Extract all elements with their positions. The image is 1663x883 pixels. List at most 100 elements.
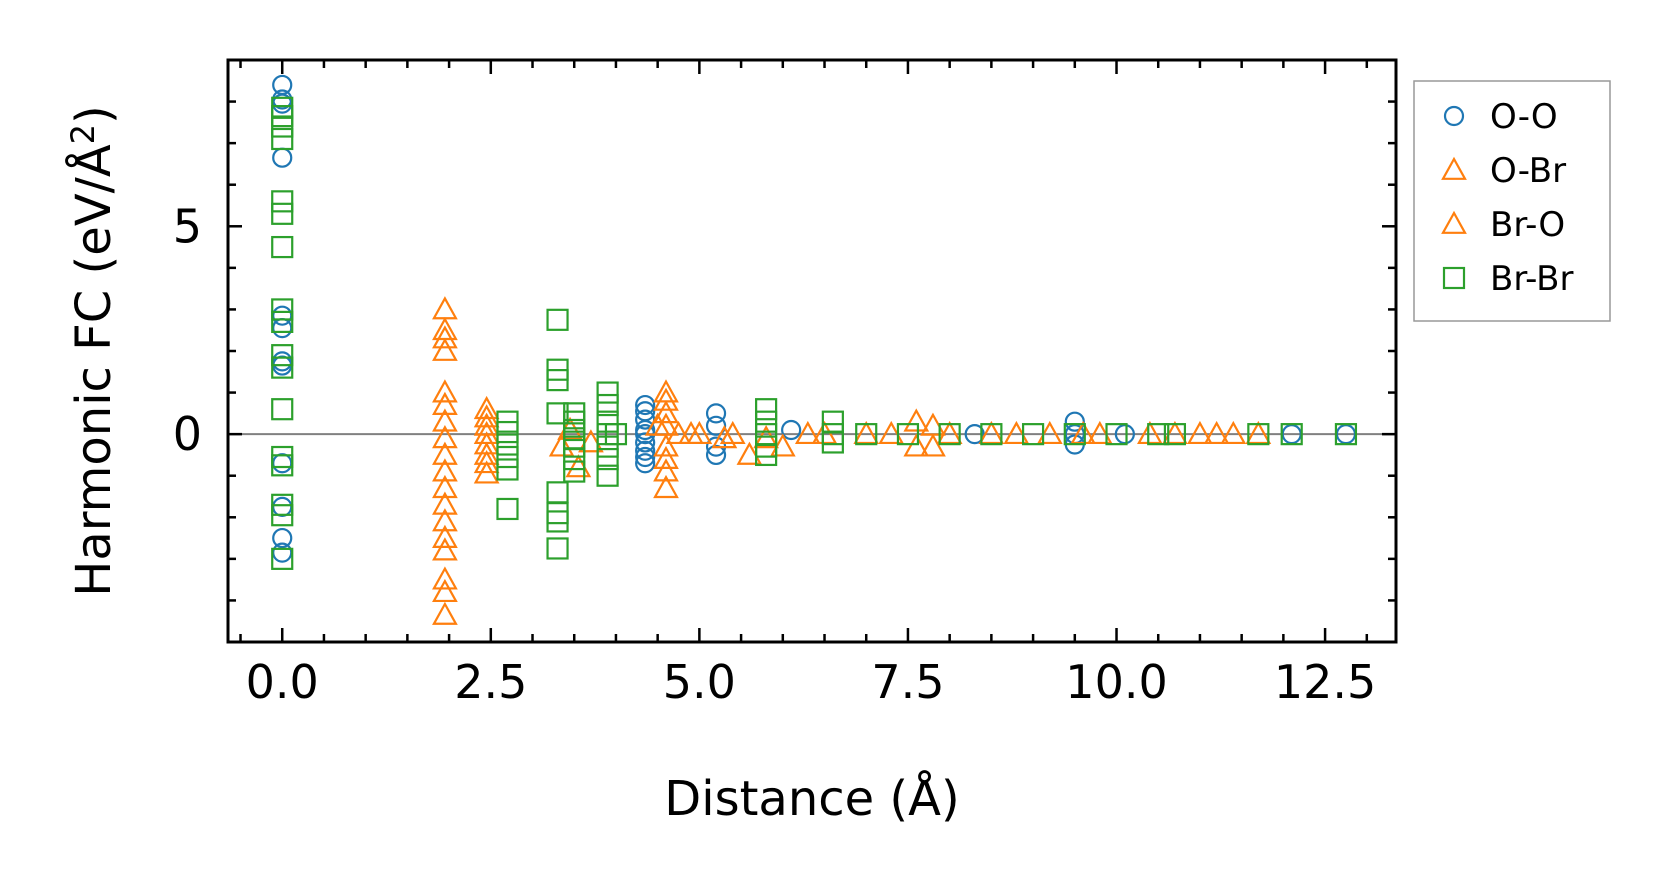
data-point (432, 491, 458, 515)
y-tick-label: 0 (173, 407, 202, 461)
data-point (705, 415, 727, 436)
data-point (635, 432, 656, 453)
data-point (432, 408, 458, 432)
data-point (1064, 411, 1085, 432)
data-point (272, 453, 293, 474)
data-point (473, 395, 500, 420)
data-point (1280, 423, 1303, 446)
data-point (878, 420, 905, 445)
data-point (432, 601, 458, 625)
data-point (432, 578, 458, 603)
y-axis-title-main: Harmonic FC (eV/Å (65, 144, 122, 597)
data-point (271, 310, 294, 333)
data-point (596, 410, 619, 433)
data-point (432, 458, 458, 482)
data-point (432, 391, 458, 415)
data-point (653, 433, 679, 457)
data-point (678, 420, 704, 445)
data-point (271, 127, 294, 151)
data-point (496, 445, 519, 469)
x-tick-label: 0.0 (246, 655, 319, 709)
data-point (1105, 423, 1128, 446)
x-tick-label: 10.0 (1065, 655, 1167, 709)
data-point (653, 458, 679, 482)
data-point (821, 431, 844, 454)
data-point (563, 435, 586, 458)
data-point (432, 566, 458, 590)
data-point (1137, 420, 1163, 445)
data-point (821, 410, 844, 433)
data-point (653, 474, 679, 499)
data-point (546, 308, 569, 331)
data-point (1086, 420, 1113, 445)
legend: O-O O-Br Br-O Br-Br (1413, 80, 1611, 322)
data-point (565, 454, 592, 478)
plot-area-frame (226, 58, 1398, 644)
data-point (271, 454, 294, 477)
legend-label: O-Br (1490, 151, 1566, 191)
y-axis-title-close: ) (66, 105, 122, 124)
data-point (1070, 420, 1097, 445)
data-point (272, 351, 293, 372)
data-point (432, 474, 458, 499)
data-point (635, 453, 656, 474)
data-point (271, 202, 294, 225)
data-point (271, 344, 294, 367)
legend-label: Br-Br (1490, 259, 1574, 299)
data-point (546, 481, 569, 504)
x-tick-label: 2.5 (454, 655, 527, 709)
data-point (896, 423, 920, 446)
data-point (271, 298, 294, 321)
data-point (855, 423, 878, 446)
data-point (432, 524, 458, 548)
data-point (496, 497, 519, 521)
data-point (473, 460, 500, 484)
data-point (920, 433, 946, 457)
data-point (432, 325, 458, 349)
x-tick-label: 7.5 (871, 655, 944, 709)
data-point (936, 420, 963, 445)
data-point (1003, 420, 1030, 445)
data-point (1163, 423, 1187, 446)
data-point (272, 318, 293, 339)
series-o-br (432, 296, 1272, 625)
data-point (496, 433, 519, 456)
data-point (1187, 420, 1213, 445)
data-point (578, 429, 604, 453)
data-point (853, 420, 880, 445)
legend-item-br-br: Br-Br (1442, 259, 1574, 299)
data-point (546, 502, 569, 525)
data-point (546, 402, 569, 425)
data-point (271, 190, 294, 213)
data-point (794, 420, 821, 445)
data-point (432, 379, 458, 403)
data-point (272, 496, 293, 517)
data-point (496, 458, 519, 481)
y-tick-label: 5 (173, 199, 202, 253)
data-point (1147, 423, 1170, 446)
data-point (271, 504, 294, 527)
data-point (964, 424, 985, 445)
data-point (432, 425, 458, 449)
data-point (938, 423, 961, 446)
legend-marker (1441, 210, 1467, 234)
data-point (563, 447, 586, 471)
data-point (1334, 423, 1358, 446)
data-point (705, 444, 727, 466)
data-point (1247, 423, 1270, 446)
data-point (736, 441, 763, 465)
x-axis-title: Distance (Å) (664, 770, 959, 827)
data-point (271, 398, 294, 421)
legend-item-o-o: O-O (1443, 97, 1558, 137)
data-point (271, 115, 294, 138)
y-axis-title-superscript: 2 (64, 124, 102, 144)
y-axis-title: Harmonic FC (eV/Å2) (64, 105, 122, 597)
data-point (755, 410, 778, 433)
data-point (432, 337, 458, 361)
data-point (755, 443, 778, 467)
data-point (1203, 420, 1230, 445)
data-point (1245, 420, 1272, 445)
x-tick-label: 5.0 (663, 655, 736, 709)
data-point (546, 537, 569, 560)
